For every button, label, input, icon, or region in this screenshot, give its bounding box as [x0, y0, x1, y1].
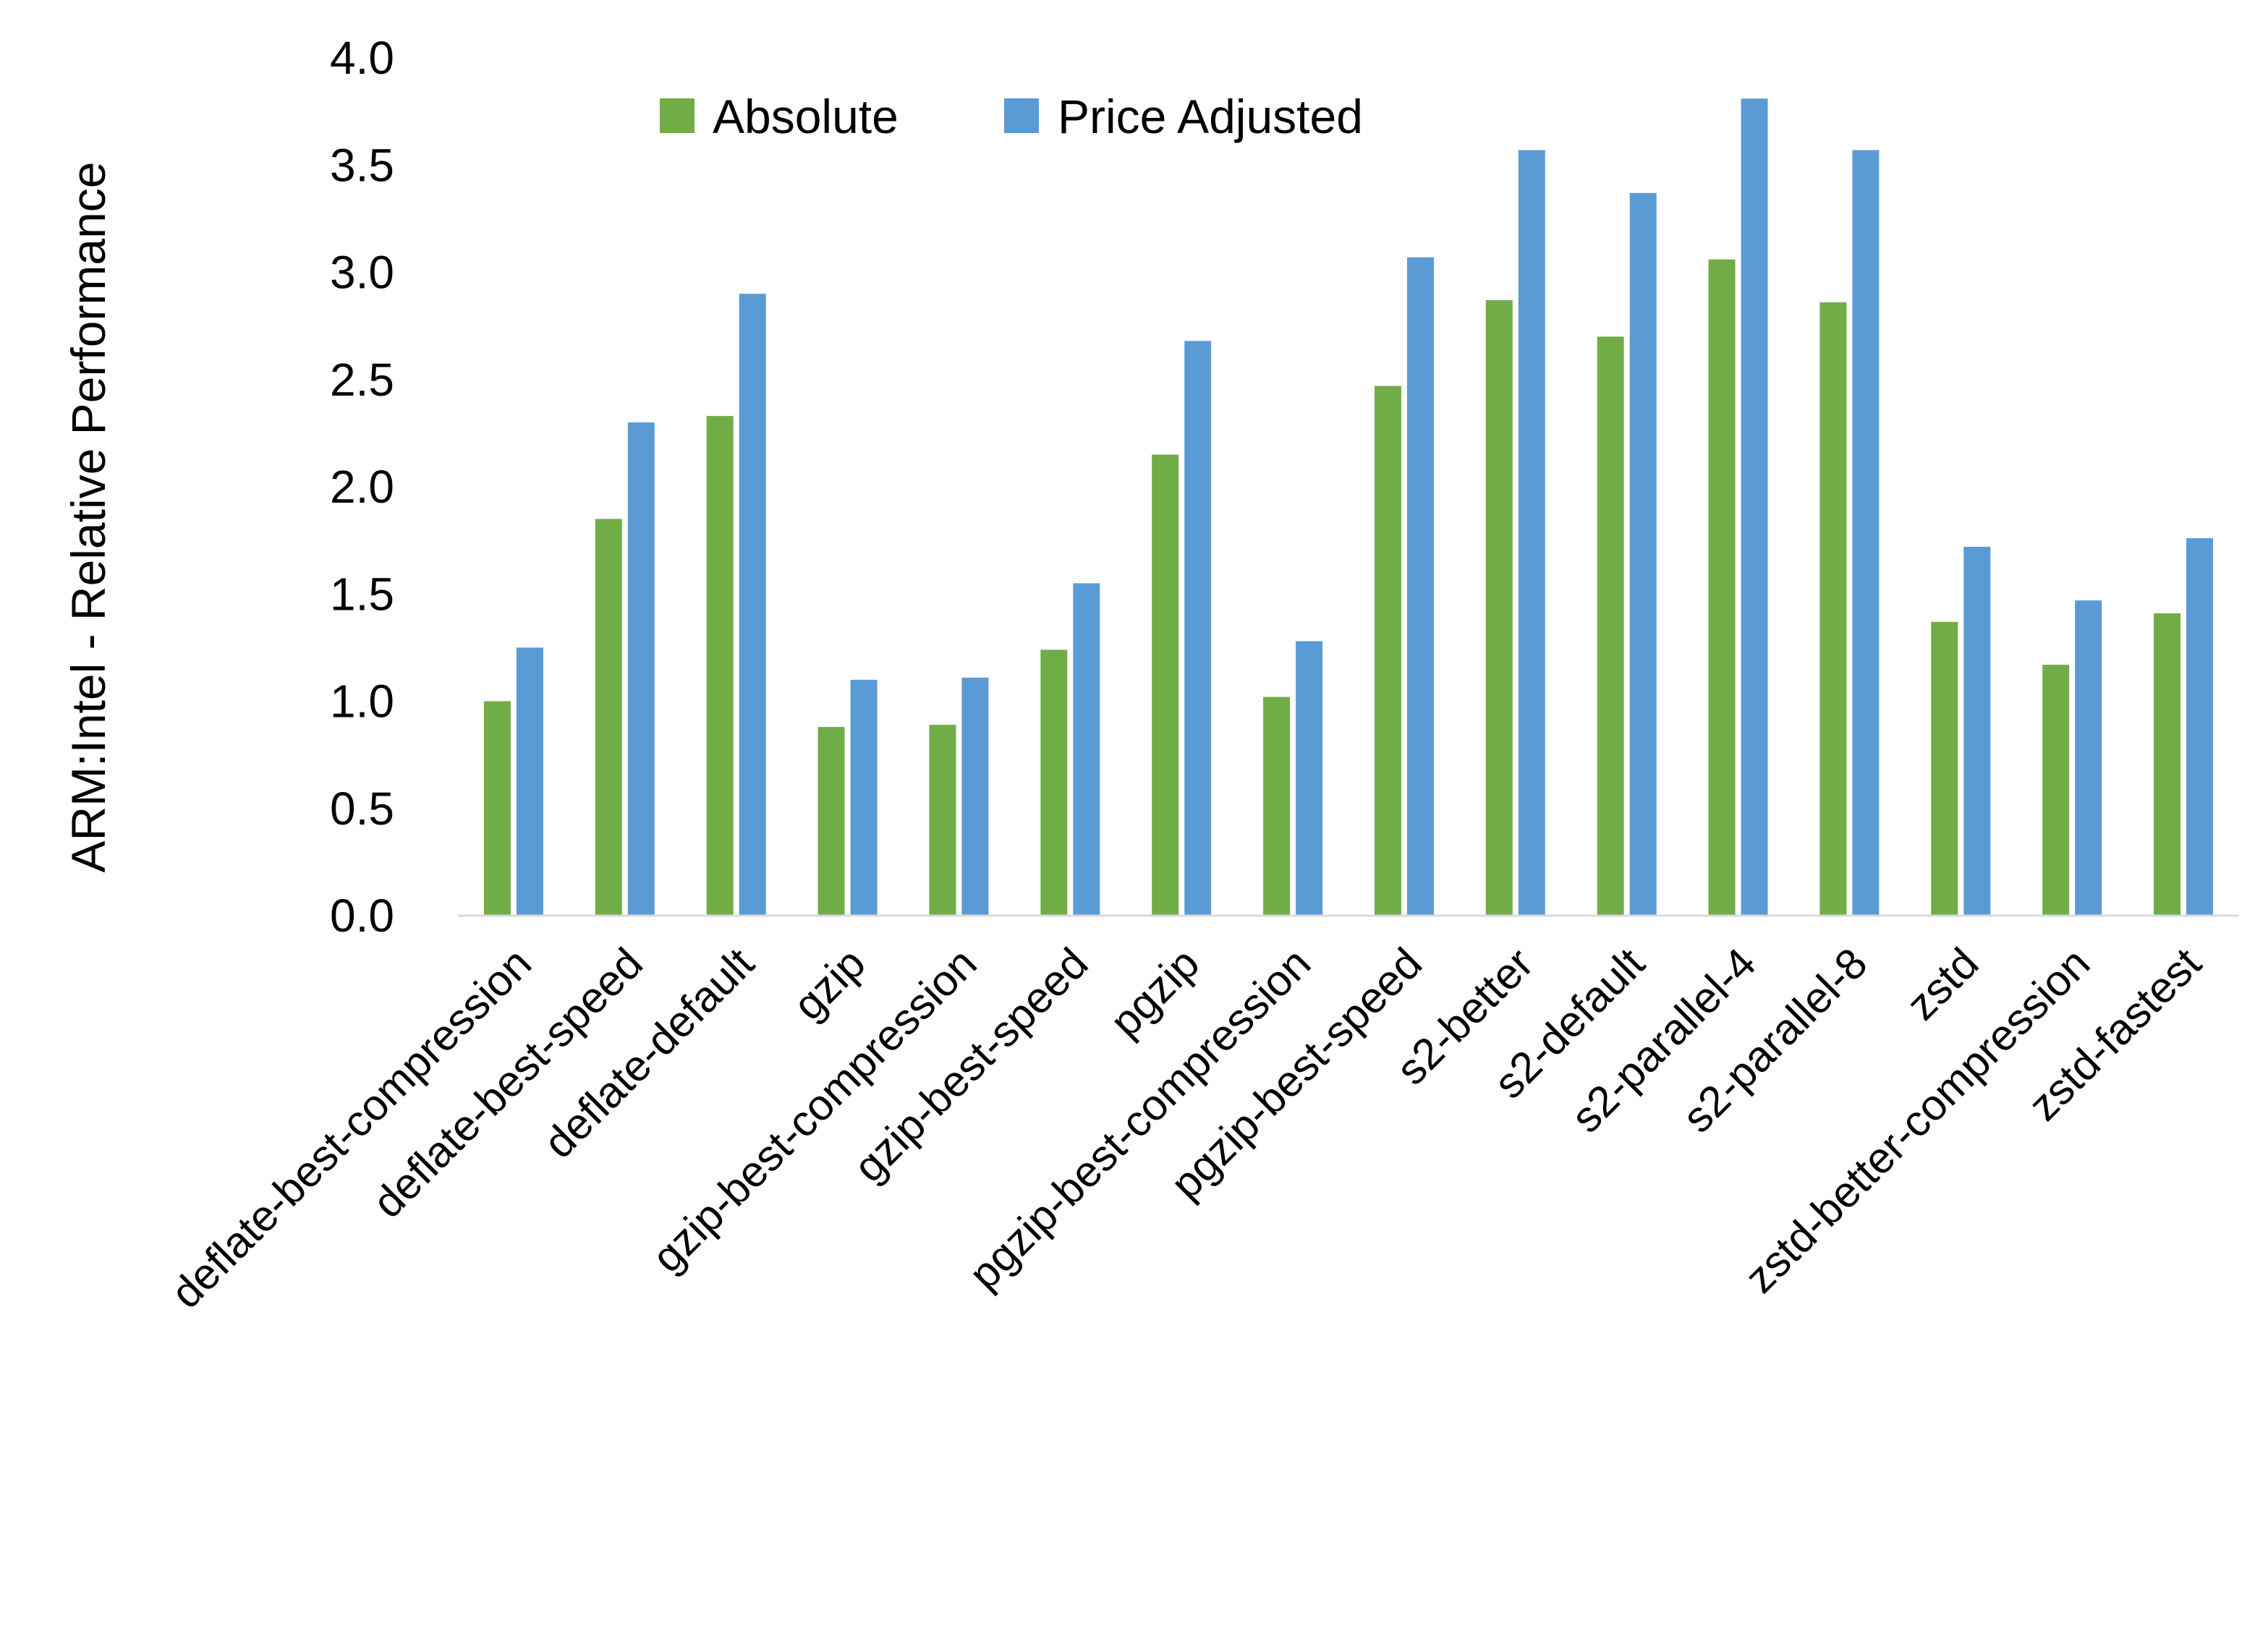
- y-tick-label: 1.0: [330, 676, 394, 728]
- bar-absolute-gzip-best-compression: [929, 725, 956, 916]
- bar-absolute-zstd: [1931, 621, 1958, 916]
- bar-price-adjusted-deflate-best-speed: [627, 422, 655, 916]
- bar-absolute-s2-parallel-4: [1708, 259, 1736, 916]
- y-tick-label: 0.5: [330, 783, 394, 835]
- y-tick-label: 0.0: [330, 890, 394, 942]
- bar-price-adjusted-s2-parallel-4: [1741, 98, 1768, 916]
- bar-price-adjusted-s2-default: [1629, 192, 1657, 916]
- legend-swatch-absolute: [660, 98, 695, 133]
- bar-price-adjusted-pgzip-best-speed: [1406, 257, 1434, 916]
- y-tick-label: 3.0: [330, 247, 394, 299]
- x-tick-label: gzip: [784, 939, 875, 1029]
- bar-price-adjusted-s2-parallel-8: [1852, 150, 1880, 916]
- bar-absolute-deflate-default: [706, 416, 734, 916]
- bar-price-adjusted-deflate-best-compression: [516, 647, 543, 916]
- bar-absolute-deflate-best-speed: [595, 519, 622, 916]
- legend: Absolute Price Adjusted: [660, 90, 1363, 143]
- bar-absolute-s2-default: [1597, 336, 1624, 916]
- bar-absolute-deflate-best-compression: [483, 701, 511, 916]
- y-tick-label: 4.0: [330, 32, 394, 84]
- bar-price-adjusted-zstd-fastest: [2186, 538, 2214, 916]
- bar-absolute-pgzip-best-compression: [1263, 697, 1291, 916]
- bar-price-adjusted-gzip-best-compression: [961, 677, 989, 916]
- bar-price-adjusted-zstd-better-compression: [2075, 600, 2102, 916]
- bar-absolute-pgzip: [1152, 454, 1179, 916]
- legend-label-price-adjusted: Price Adjusted: [1058, 90, 1363, 143]
- bar-absolute-zstd-better-compression: [2042, 665, 2070, 916]
- y-tick-label: 1.5: [330, 568, 394, 620]
- bar-absolute-gzip-best-speed: [1040, 649, 1068, 916]
- bar-absolute-zstd-fastest: [2154, 613, 2181, 916]
- bar-price-adjusted-deflate-default: [739, 294, 766, 916]
- bar-price-adjusted-s2-better: [1518, 150, 1545, 916]
- y-axis-title: ARM:Intel - Relative Performance: [61, 161, 115, 872]
- x-tick-label: pgzip: [1101, 939, 1209, 1047]
- bar-price-adjusted-pgzip-best-compression: [1296, 641, 1323, 916]
- bar-absolute-gzip: [817, 727, 845, 916]
- bar-price-adjusted-zstd: [1963, 547, 1991, 916]
- bar-price-adjusted-gzip: [850, 679, 878, 916]
- y-tick-label: 3.5: [330, 139, 394, 191]
- x-tick-label: zstd: [1897, 939, 1987, 1029]
- bar-price-adjusted-gzip-best-speed: [1073, 583, 1100, 916]
- bar-absolute-s2-better: [1485, 300, 1513, 916]
- bar-price-adjusted-pgzip: [1184, 341, 1212, 916]
- legend-swatch-price-adjusted: [1004, 98, 1039, 133]
- bar-absolute-s2-parallel-8: [1819, 302, 1847, 916]
- bar-absolute-pgzip-best-speed: [1374, 386, 1401, 916]
- y-tick-label: 2.5: [330, 354, 394, 406]
- y-tick-label: 2.0: [330, 461, 394, 513]
- legend-label-absolute: Absolute: [713, 90, 899, 143]
